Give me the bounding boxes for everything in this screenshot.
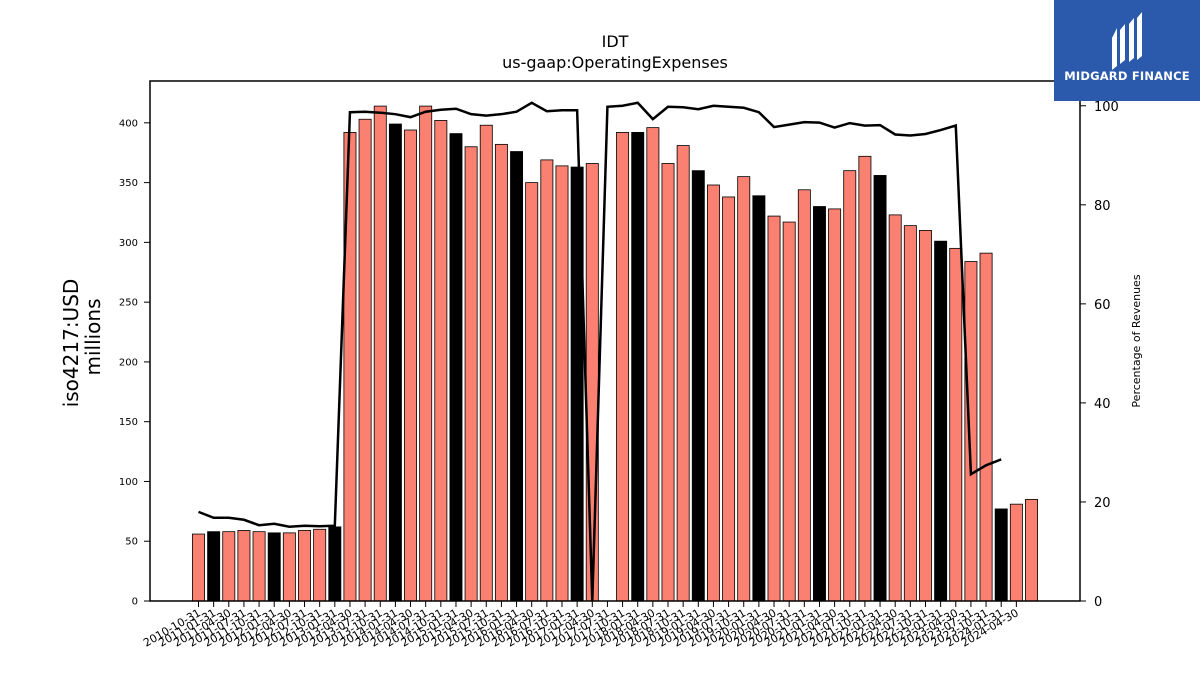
y2-tick-label: 0 [1094, 595, 1102, 610]
y-tick-label: 200 [119, 357, 138, 368]
bar [676, 145, 690, 602]
y-tick-label: 150 [119, 417, 138, 428]
bar [464, 146, 478, 602]
bar [631, 131, 645, 602]
bar [919, 230, 932, 602]
bar [434, 120, 448, 602]
bar [313, 528, 327, 602]
bar [722, 196, 736, 602]
bar [661, 163, 675, 602]
y2-axis-label: Percentage of Revenues [1130, 274, 1143, 407]
y-tick-label: 100 [119, 477, 138, 488]
plot-frame [149, 80, 1081, 602]
bar [843, 170, 857, 602]
bar [419, 105, 433, 602]
bar [510, 151, 524, 602]
chart-title: IDT [601, 32, 629, 51]
bar [646, 127, 660, 602]
bar [267, 532, 281, 602]
bar [813, 206, 826, 602]
bar [797, 189, 811, 602]
bar [494, 143, 508, 602]
bar [873, 175, 887, 602]
bar [934, 240, 948, 602]
bar [616, 131, 630, 602]
y2-tick-label: 20 [1094, 496, 1111, 511]
brand-mark-icon [1112, 12, 1142, 70]
y-tick-label: 50 [125, 537, 138, 548]
bar [237, 530, 251, 602]
bar [964, 261, 978, 602]
y-tick-label: 300 [119, 238, 138, 249]
bar [994, 508, 1008, 602]
bar [828, 208, 842, 602]
bar [298, 530, 311, 602]
y-tick-label: 250 [119, 298, 138, 309]
y-tick-label: 400 [119, 118, 138, 129]
percentage-line [198, 101, 1002, 602]
bar [585, 163, 599, 602]
bar [358, 118, 372, 602]
y2-tick-label: 40 [1094, 397, 1111, 412]
y2-tick-label: 100 [1094, 100, 1119, 115]
bar [252, 531, 266, 602]
brand-logo: MIDGARD FINANCE [1054, 0, 1200, 101]
chart-subtitle: us-gaap:OperatingExpenses [502, 53, 728, 72]
y-axis-label-units: millions [81, 298, 105, 375]
bar [737, 176, 751, 602]
bar [979, 252, 993, 602]
bar [767, 215, 781, 602]
bar [479, 124, 493, 602]
brand-name: MIDGARD FINANCE [1064, 69, 1190, 83]
bar [207, 531, 221, 602]
y2-tick-label: 60 [1094, 298, 1111, 313]
bar [525, 182, 539, 602]
bar [691, 170, 705, 602]
bar [1025, 498, 1038, 602]
bar [222, 531, 236, 602]
bar [706, 184, 720, 602]
bar [192, 533, 205, 602]
bar [328, 526, 342, 602]
y-axis-label: iso4217:USD [59, 279, 83, 408]
bar [282, 532, 296, 602]
bar [555, 165, 569, 602]
bar [903, 225, 917, 602]
bar [373, 105, 387, 602]
y-tick-label: 350 [119, 178, 138, 189]
bar [949, 247, 963, 602]
bar [888, 214, 902, 602]
bar [752, 195, 766, 602]
bar [782, 221, 796, 602]
bar [388, 123, 402, 602]
bar [404, 129, 418, 602]
bar [1009, 503, 1023, 602]
bar [858, 155, 872, 602]
y2-tick-label: 80 [1094, 199, 1111, 214]
bar [449, 133, 463, 602]
y-tick-label: 0 [132, 597, 138, 608]
bar [540, 159, 554, 602]
